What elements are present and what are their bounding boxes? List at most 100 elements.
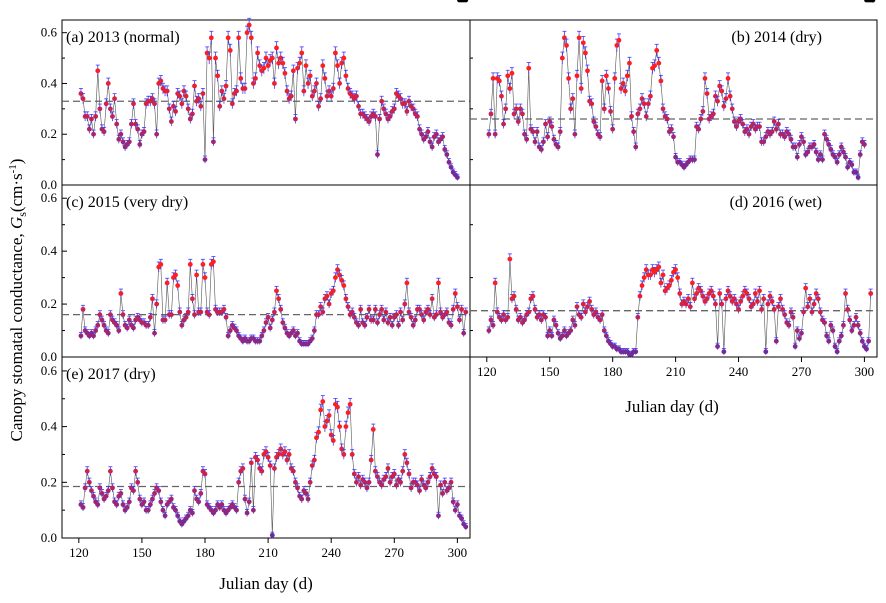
data-point-b [517,106,523,112]
data-point-e [454,502,460,507]
data-point-e [316,429,321,435]
data-point-b [660,106,666,112]
data-point-e [330,438,336,443]
data-point-b [641,101,647,107]
data-point-d [656,264,662,270]
data-point-a [309,93,315,99]
data-point-e [429,465,435,471]
data-point-e [446,485,452,491]
data-point-c [93,328,99,333]
data-point-e [202,471,208,477]
data-point-d [725,288,731,294]
data-point-d [700,293,706,299]
data-point-b [538,147,544,152]
data-point-d [547,328,553,333]
data-point-b [822,131,827,137]
data-point-c [280,320,286,325]
data-point-b [792,144,798,150]
data-point-d [637,293,643,299]
data-point-c [158,261,164,267]
data-point-d [685,296,691,302]
data-point-e [452,507,458,513]
data-point-a [211,139,216,145]
data-point-a [372,114,378,119]
series-line-d [488,259,871,355]
data-point-d [778,296,783,302]
data-point-e [349,452,355,457]
data-point-a [225,35,231,41]
data-point-e [99,491,105,496]
data-point-e [272,465,277,471]
x-tick-label-d: 270 [792,364,812,379]
data-point-a [387,114,393,119]
data-point-b [719,88,725,94]
data-point-a [166,106,172,112]
data-point-e [158,499,164,505]
data-point-e [318,407,324,413]
data-point-b [629,114,634,119]
data-point-d [807,296,813,302]
data-point-b [656,60,662,66]
data-point-e [423,485,429,491]
data-point-c [206,312,212,318]
data-point-c [95,322,101,328]
data-point-d [511,293,517,299]
data-point-b [717,83,723,89]
data-point-a [448,164,454,170]
data-point-d [771,306,777,312]
data-point-c [185,309,191,315]
data-point-a [440,134,446,140]
data-point-b [740,121,746,127]
data-point-a [248,35,254,41]
data-point-b [715,98,720,104]
x-tick-label-d: 150 [540,364,560,379]
data-point-c [225,333,231,339]
series-line-e [80,401,467,536]
data-point-b [692,157,697,163]
data-point-d [761,296,767,302]
data-point-a [381,106,387,112]
data-point-e [156,488,162,494]
data-point-b [763,134,769,140]
data-point-c [450,306,456,312]
x-tick-label-d: 240 [729,364,749,379]
data-point-d [870,0,876,3]
y-tick-label-c: 0.0 [41,349,57,364]
data-point-b [696,126,702,132]
data-point-e [408,485,414,491]
data-point-b [545,134,551,140]
data-point-a [282,70,288,76]
x-tick-label-e: 240 [321,545,341,560]
data-point-a [318,96,324,102]
data-point-d [723,296,729,302]
data-point-e [84,468,90,474]
data-point-b [734,124,739,130]
x-tick-label-d: 120 [477,364,497,379]
data-point-b [794,154,800,160]
data-point-b [769,129,775,135]
data-point-a [429,144,435,150]
data-point-e [356,474,361,480]
panel-a: 0.0 0.2 0.4 0.6 (a) 2013 (normal) [41,0,471,192]
data-point-c [179,322,185,328]
data-point-c [80,306,86,312]
data-point-a [189,111,195,117]
data-point-a [150,96,155,102]
data-point-e [263,449,269,455]
data-point-a [377,116,382,122]
data-point-b [610,126,616,132]
data-point-b [635,111,641,117]
data-point-b [723,96,729,102]
data-point-a [341,55,347,61]
data-point-c [173,272,178,278]
y-axis-title-exponent: -1 [7,164,19,173]
panel-c: 0.0 0.2 0.4 0.6 (c) 2015 (very dry) [41,184,471,364]
data-point-e [213,507,218,513]
data-point-b [639,96,645,102]
data-point-c [290,328,296,333]
data-point-c [356,322,361,328]
data-point-c [400,317,406,323]
data-point-c [234,328,239,333]
data-point-c [410,322,416,328]
y-tick-label-c: 0.4 [41,243,58,258]
